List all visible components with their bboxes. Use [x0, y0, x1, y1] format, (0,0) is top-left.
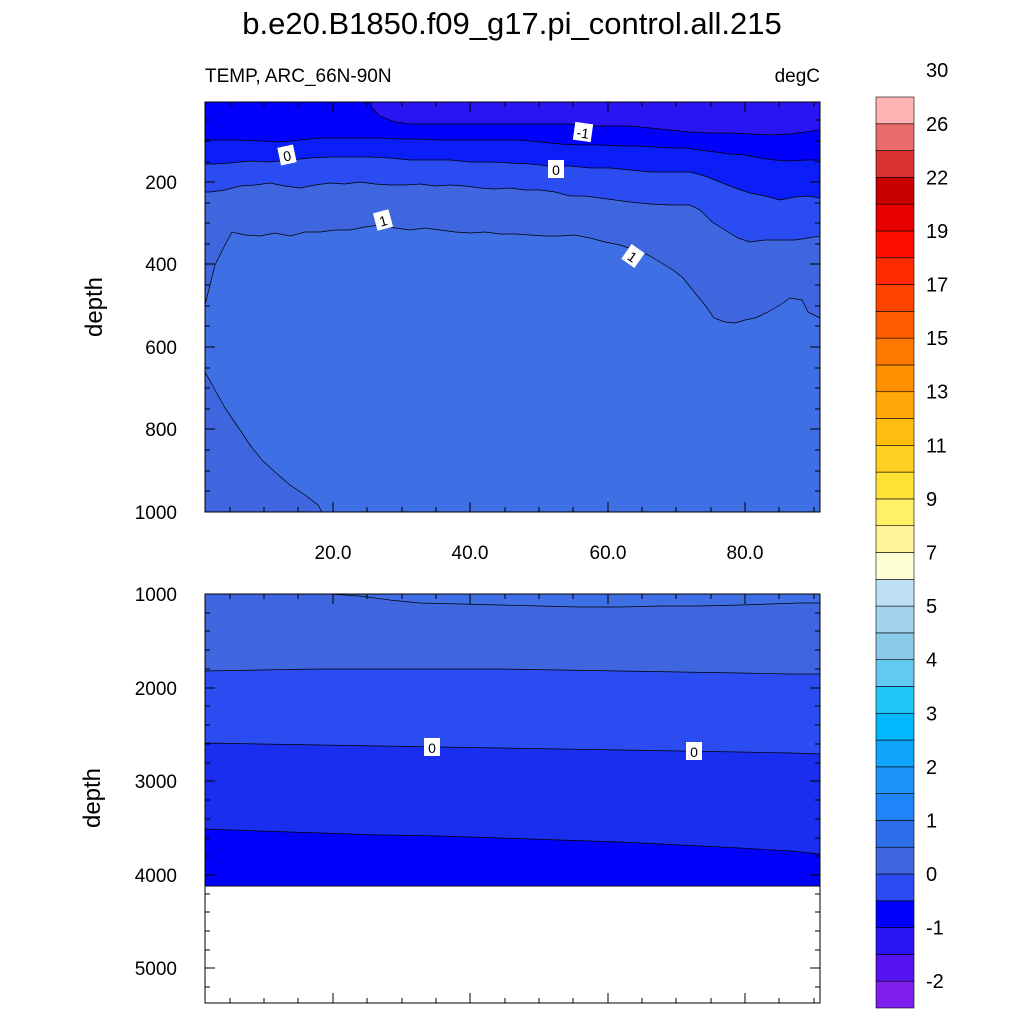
lower-y-axis-title: depth [79, 768, 106, 828]
colorbar-box [875, 873, 915, 902]
colorbar-label: 13 [926, 382, 948, 404]
colorbar-box [875, 230, 915, 259]
y-tick-label: 400 [145, 255, 177, 276]
lower-contour-labels: 0 0 [424, 738, 702, 760]
colorbar-label: 17 [926, 275, 948, 297]
colorbar-box [875, 927, 915, 955]
contour-label: -1 [576, 124, 591, 142]
y-tick-label: 600 [145, 338, 177, 359]
contour-label: 0 [552, 162, 560, 178]
y-tick-label: 3000 [135, 772, 177, 793]
colorbar-box [875, 980, 915, 1009]
colorbar-label: 3 [926, 703, 937, 725]
y-tick-label: 4000 [135, 866, 177, 887]
page-title: b.e20.B1850.f09_g17.pi_control.all.215 [242, 6, 782, 41]
colorbar-box [875, 820, 915, 848]
colorbar-label: 4 [926, 650, 937, 672]
lower-axis-ticks [205, 593, 820, 1003]
upper-x-tick-labels: 20.0 40.0 60.0 80.0 [315, 543, 764, 564]
x-tick-label: 40.0 [452, 543, 489, 564]
subtitle-units: degC [775, 66, 820, 87]
colorbar-box [875, 96, 915, 125]
colorbar-label: 22 [926, 167, 948, 189]
upper-contour-labels: -1 0 0 1 1 [277, 121, 645, 268]
colorbar-box [875, 284, 915, 312]
contour-label: 0 [428, 740, 436, 756]
x-tick-label: 80.0 [727, 543, 764, 564]
y-tick-label: 800 [145, 420, 177, 441]
colorbar-label: 7 [926, 543, 937, 565]
colorbar-box [875, 578, 915, 607]
colorbar-box [875, 766, 915, 794]
colorbar-labels: -2 -1 0 1 2 3 4 5 7 9 11 13 15 17 19 22 26 30 [926, 60, 948, 993]
colorbar-box [875, 364, 915, 393]
lower-plot-border [204, 593, 821, 1004]
colorbar-box [875, 177, 915, 205]
colorbar-box [875, 712, 915, 741]
colorbar-label: 2 [926, 757, 937, 779]
colorbar-label: 19 [926, 221, 948, 243]
lower-panel: 0 0 1000 2000 3000 4000 5000 depth [79, 585, 821, 1004]
y-tick-label: 2000 [135, 679, 177, 700]
upper-region-coldest [369, 101, 821, 136]
upper-plot-border [204, 101, 821, 513]
subtitle-variable: TEMP, ARC_66N-90N [205, 66, 392, 87]
contour-label: 0 [690, 744, 698, 760]
upper-y-tick-labels: 200 400 600 800 1000 [135, 173, 177, 524]
y-tick-label: 1000 [135, 585, 177, 606]
colorbar-box [875, 150, 915, 178]
upper-panel: -1 0 0 1 1 200 400 600 800 1000 20.0 40.… [81, 101, 821, 564]
x-tick-label: 60.0 [590, 543, 627, 564]
colorbar-box [875, 552, 915, 580]
colorbar-box [875, 445, 915, 473]
colorbar-box [875, 739, 915, 768]
colorbar-box [875, 605, 915, 634]
colorbar-label: 30 [926, 60, 948, 82]
colorbar-box [875, 471, 915, 500]
colorbar-box [875, 391, 915, 419]
colorbar-box [875, 311, 915, 339]
colorbar-box [875, 632, 915, 660]
contour-label: 0 [282, 147, 293, 164]
colorbar-box [875, 337, 915, 366]
contour-label: 1 [377, 212, 389, 230]
x-tick-label: 20.0 [315, 543, 352, 564]
colorbar-label: 11 [926, 435, 947, 457]
lower-y-tick-labels: 1000 2000 3000 4000 5000 [135, 585, 177, 980]
colorbar-box [875, 954, 915, 982]
colorbar-box [875, 686, 915, 714]
y-tick-label: 5000 [135, 959, 177, 980]
colorbar-label: -1 [926, 918, 944, 940]
colorbar-label: 15 [926, 328, 948, 350]
upper-axis-ticks [205, 102, 820, 512]
colorbar-boxes [875, 96, 915, 1009]
colorbar-label: 5 [926, 596, 937, 618]
upper-y-axis-title: depth [81, 277, 108, 337]
colorbar-box [875, 123, 915, 151]
colorbar-box [875, 900, 915, 928]
colorbar-label: 26 [926, 114, 948, 136]
colorbar-box [875, 659, 915, 687]
colorbar-box [875, 793, 915, 821]
colorbar-box [875, 203, 915, 232]
colorbar-box [875, 525, 915, 553]
colorbar-label: -2 [926, 971, 944, 993]
colorbar-label: 0 [926, 864, 937, 886]
colorbar-label: 9 [926, 489, 937, 511]
colorbar-box [875, 257, 915, 285]
y-tick-label: 1000 [135, 503, 177, 524]
colorbar-label: 1 [926, 810, 937, 832]
colorbar-box [875, 498, 915, 527]
colorbar: -2 -1 0 1 2 3 4 5 7 9 11 13 15 17 19 22 26 30 [875, 60, 948, 1009]
y-tick-label: 200 [145, 173, 177, 194]
colorbar-box [875, 418, 915, 446]
colorbar-box [875, 846, 915, 875]
